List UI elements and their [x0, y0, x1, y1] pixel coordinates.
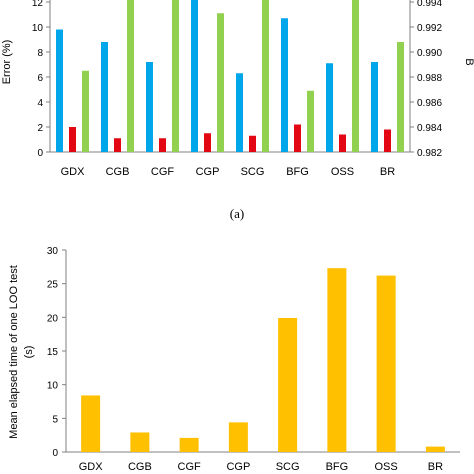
bar-cgf-s2	[159, 138, 166, 152]
y-tick-label-right: 0.992	[417, 23, 442, 34]
bar-cgp	[228, 422, 248, 452]
bar-br	[425, 446, 445, 452]
y-tick-label: 0	[52, 448, 58, 459]
bar-oss-s1	[326, 63, 333, 152]
x-tick-label: SCG	[241, 166, 265, 178]
x-tick-label: BR	[380, 166, 395, 178]
bar-scg-s2	[249, 135, 256, 152]
x-tick-label: OSS	[375, 461, 398, 473]
x-tick-label: CGP	[196, 166, 220, 178]
y-tick-label: 30	[47, 246, 59, 257]
bar-oss-s3	[352, 0, 359, 152]
x-tick-label: GDX	[61, 166, 86, 178]
bar-oss	[376, 275, 396, 452]
x-tick-label: OSS	[331, 166, 354, 178]
bar-cgb-s2	[114, 138, 121, 152]
bar-bfg	[327, 268, 347, 452]
chart-a-bars	[56, 0, 404, 152]
y-tick-label-left: 0	[37, 148, 43, 159]
y-tick-label-right: 0.986	[417, 98, 442, 109]
y-tick-label-right: 0.982	[417, 148, 442, 159]
y-tick-label-right: 0.984	[417, 123, 442, 134]
chart-a: 0 2 4 6 8 10 12 0.982 0.984 0.986 0.988 0.990 0.992 0…	[1, 0, 474, 178]
y-axis-label-right: B	[463, 58, 474, 65]
bar-bfg-s2	[294, 124, 301, 152]
x-tick-label: SCG	[276, 461, 300, 473]
bar-cgp-s3	[217, 13, 224, 152]
x-tick-label: CGB	[106, 166, 130, 178]
bar-gdx-s3	[82, 70, 89, 152]
bar-br-s2	[384, 129, 391, 152]
bar-gdx-s1	[56, 29, 63, 152]
y-tick-label-right: 0.990	[417, 48, 442, 59]
x-tick-label: BR	[428, 461, 443, 473]
bar-br-s1	[371, 62, 378, 152]
bar-oss-s2	[339, 134, 346, 152]
caption-a: (a)	[230, 206, 244, 221]
bar-cgf-s1	[146, 62, 153, 152]
x-tick-label: BFG	[326, 461, 349, 473]
y-tick-label-right: 0.994	[417, 0, 442, 9]
x-tick-label: CGF	[178, 461, 202, 473]
y-axis-label: Mean elapsed time of one LOO test (s)	[8, 265, 35, 439]
y-tick-label-left: 10	[32, 23, 44, 34]
bar-bfg-s3	[307, 90, 314, 152]
bar-cgp-s1	[191, 0, 198, 152]
y-tick-label: 10	[47, 381, 59, 392]
y-axis-label-left: Error (%)	[1, 40, 13, 85]
bar-cgb	[130, 432, 150, 452]
bar-cgf	[179, 437, 199, 452]
y-tick-label-right: 0.988	[417, 73, 442, 84]
x-tick-label: GDX	[79, 461, 104, 473]
y-tick-label: 5	[52, 414, 58, 425]
bar-gdx	[81, 395, 101, 452]
chart-b: 0 5 10 15 20 25 30 Mean elapsed time of one LOO…	[8, 246, 460, 473]
y-tick-label-left: 12	[32, 0, 44, 9]
x-tick-label: CGF	[151, 166, 175, 178]
bar-cgp-s2	[204, 133, 211, 152]
y-tick-label-left: 2	[37, 123, 43, 134]
y-tick-label-left: 8	[37, 48, 43, 59]
y-tick-label: 20	[47, 313, 59, 324]
x-tick-label: CGP	[226, 461, 250, 473]
y-tick-label-left: 4	[37, 98, 43, 109]
bar-gdx-s2	[69, 127, 76, 152]
y-tick-label: 15	[47, 347, 59, 358]
bar-cgb-s1	[101, 42, 108, 152]
bar-scg	[278, 318, 298, 452]
x-tick-label: BFG	[286, 166, 309, 178]
bar-scg-s3	[262, 0, 269, 152]
bar-bfg-s1	[281, 18, 288, 152]
bar-cgf-s3	[172, 0, 179, 152]
bar-br-s3	[397, 42, 404, 152]
x-tick-label: CGB	[128, 461, 152, 473]
bar-cgb-s3	[127, 0, 134, 152]
y-tick-label: 25	[47, 280, 59, 291]
y-tick-label-left: 6	[37, 73, 43, 84]
bar-scg-s1	[236, 73, 243, 152]
